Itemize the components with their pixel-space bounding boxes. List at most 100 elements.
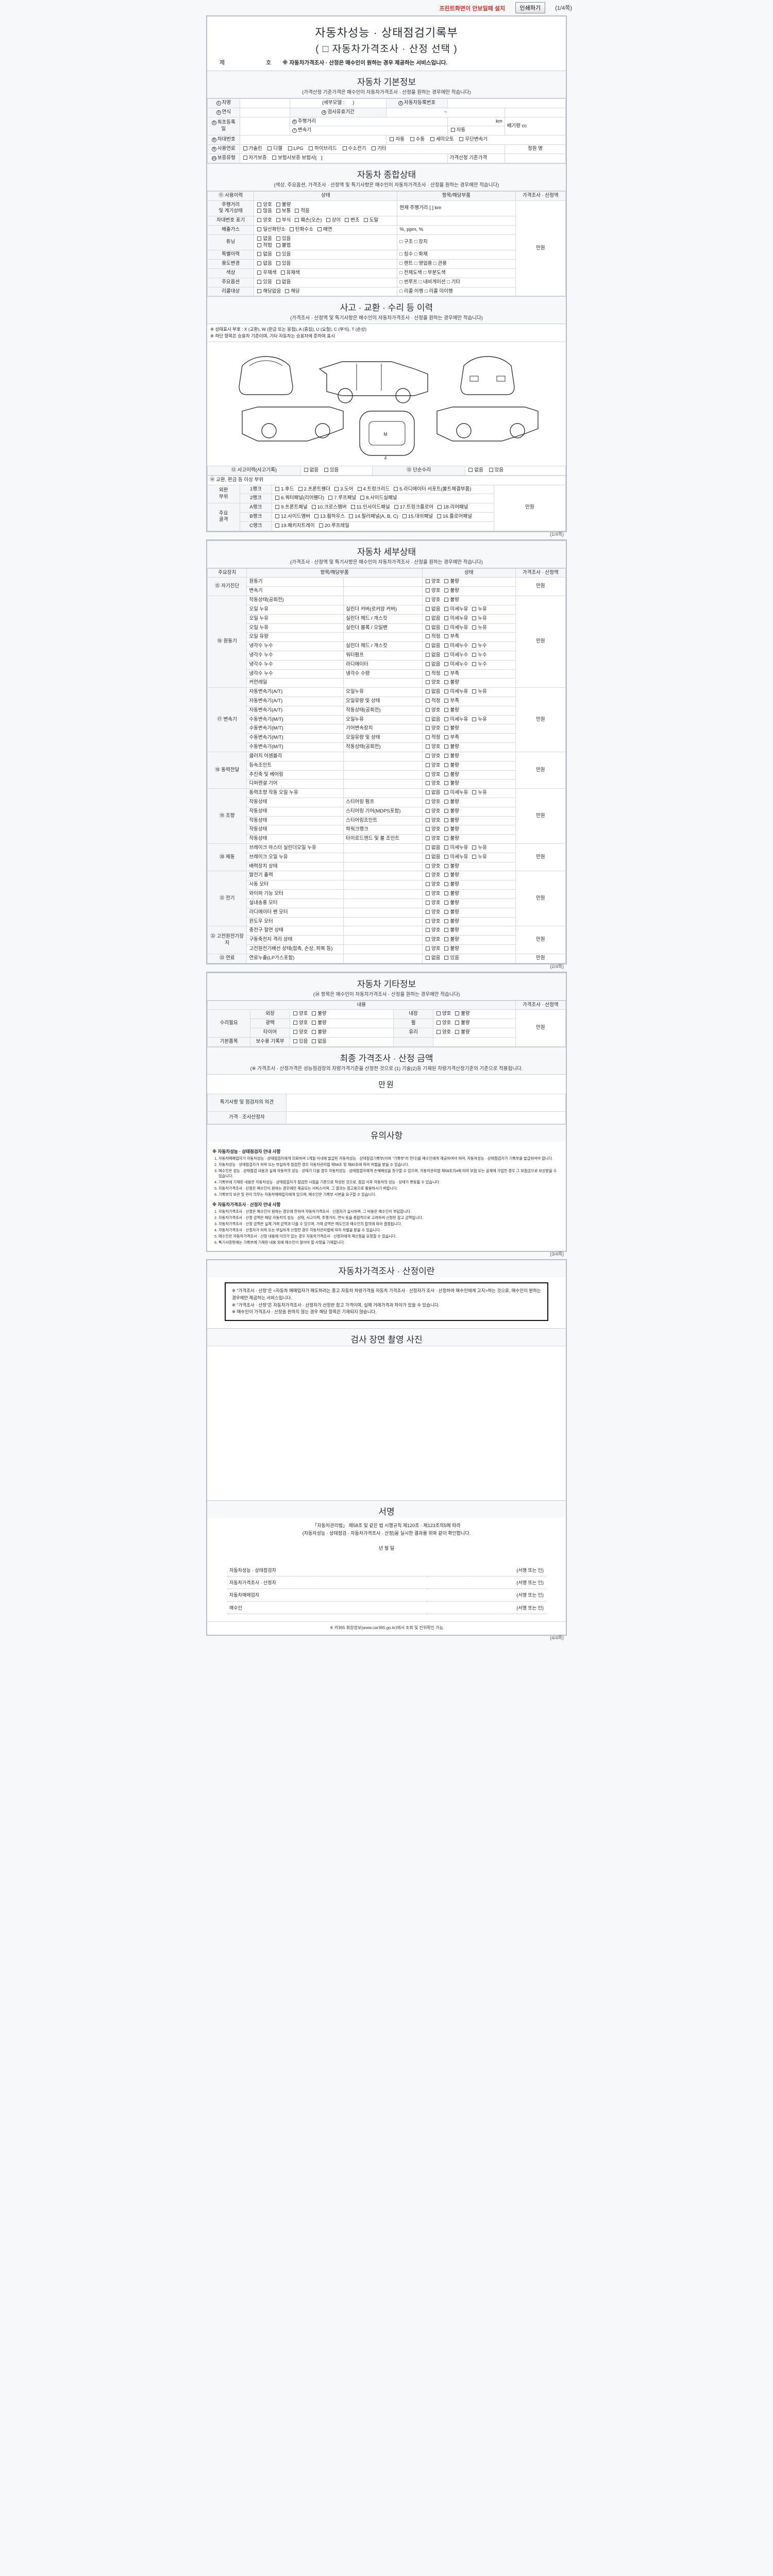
detail-item-state[interactable]: 없음 미세누유 누유 bbox=[422, 687, 516, 697]
checkbox-detail[interactable]: 누유 bbox=[471, 606, 487, 613]
checkbox-detail[interactable]: 불량 bbox=[443, 891, 459, 897]
checkbox-detail[interactable]: 불량 bbox=[443, 882, 459, 888]
checkbox-etc[interactable]: 양호 bbox=[292, 1020, 308, 1027]
etc-item-state[interactable]: 양호 불량 bbox=[289, 1028, 394, 1038]
signature-row-value[interactable]: (서명 또는 인) bbox=[425, 1578, 546, 1589]
checkbox-detail[interactable]: 양호 bbox=[425, 588, 440, 595]
checkbox-detail[interactable]: 불량 bbox=[443, 762, 459, 769]
checkbox-detail[interactable]: 미세누유 bbox=[443, 606, 468, 613]
signature-row-value[interactable]: (서명 또는 인) bbox=[425, 1590, 546, 1602]
detail-item-state[interactable]: 양호 불량 bbox=[422, 935, 516, 945]
detail-item-state[interactable]: 양호 불량 bbox=[422, 724, 516, 734]
checkbox-detail[interactable]: 양호 bbox=[425, 753, 440, 760]
checkbox-frame-rankC[interactable]: 20.루프레일 bbox=[318, 523, 349, 530]
checkbox-detail[interactable]: 양호 bbox=[425, 863, 440, 870]
checkbox-overall-2[interactable]: 탄화수소 bbox=[289, 227, 313, 233]
checkbox-overall2-0[interactable]: 적음 bbox=[294, 208, 310, 215]
checkbox-detail[interactable]: 미세누유 bbox=[443, 790, 468, 796]
detail-item-state[interactable]: 양호 불량 bbox=[422, 806, 516, 817]
detail-item-state[interactable]: 양호 불량 bbox=[422, 871, 516, 881]
checkbox-etc[interactable]: 불량 bbox=[311, 1020, 327, 1027]
detail-item-state[interactable]: 없음 있음 bbox=[422, 953, 516, 963]
checkbox-overall-0[interactable]: 양호 bbox=[256, 202, 272, 209]
checkbox-detail[interactable]: 적정 bbox=[425, 735, 440, 741]
transmission-opts[interactable]: 자동 bbox=[447, 126, 505, 136]
checkbox-detail[interactable]: 양호 bbox=[425, 826, 440, 833]
checkbox-detail[interactable]: 누유 bbox=[471, 717, 487, 723]
checkbox-detail[interactable]: 미세누수 bbox=[443, 643, 468, 650]
etc-item-state[interactable]: 양호 불량 bbox=[289, 1009, 394, 1020]
overall-row-state[interactable]: 없음 있음 적법 불법 bbox=[254, 234, 398, 251]
checkbox-detail[interactable]: 불량 bbox=[443, 772, 459, 778]
detail-item-state[interactable]: 양호 불량 bbox=[422, 586, 516, 597]
checkbox-detail[interactable]: 양호 bbox=[425, 946, 440, 953]
detail-item-state[interactable]: 양호 불량 bbox=[422, 917, 516, 927]
detail-item-state[interactable]: 적정 부족 bbox=[422, 733, 516, 743]
checkbox-detail[interactable]: 부족 bbox=[443, 634, 459, 640]
checkbox-detail[interactable]: 미세누유 bbox=[443, 845, 468, 852]
checkbox-detail[interactable]: 불량 bbox=[443, 946, 459, 953]
checkbox-frame-rankA[interactable]: 10.크로스멤버 bbox=[311, 504, 347, 511]
print-button[interactable]: 인쇄하기 bbox=[515, 2, 545, 13]
checkbox-detail[interactable]: 불량 bbox=[443, 937, 459, 943]
detail-item-state[interactable]: 없음 미세누수 누수 bbox=[422, 659, 516, 670]
checkbox-detail[interactable]: 양호 bbox=[425, 680, 440, 686]
checkbox-detail[interactable]: 누수 bbox=[471, 662, 487, 668]
checkbox-frame-rankB[interactable]: 15.대쉬패널 bbox=[401, 514, 433, 520]
checkbox-detail[interactable]: 양호 bbox=[425, 937, 440, 943]
checkbox-etc2[interactable]: 양호 bbox=[435, 1029, 451, 1036]
checkbox-etc2[interactable]: 불량 bbox=[454, 1011, 470, 1018]
checkbox-overall-4[interactable]: 있음 bbox=[275, 251, 291, 258]
checkbox-overall-0[interactable]: 불량 bbox=[275, 202, 291, 209]
accident-history-opts[interactable]: 없음 있음 bbox=[300, 465, 373, 476]
checkbox-detail[interactable]: 없음 bbox=[425, 689, 440, 696]
checkbox-fuel-diesel[interactable]: 디젤 bbox=[266, 146, 282, 152]
checkbox-overall-1[interactable]: 변조 bbox=[344, 217, 360, 224]
detail-price-cell[interactable]: 만원 bbox=[515, 751, 566, 789]
checkbox-detail[interactable]: 불량 bbox=[443, 781, 459, 787]
checkbox-detail[interactable]: 적정 bbox=[425, 698, 440, 705]
detail-item-state[interactable]: 양호 불량 bbox=[422, 880, 516, 890]
checkbox-detail[interactable]: 미세누유 bbox=[443, 616, 468, 622]
detail-item-state[interactable]: 양호 불량 bbox=[422, 907, 516, 918]
checkbox-overall-6[interactable]: 유채색 bbox=[280, 270, 300, 277]
checkbox-detail[interactable]: 양호 bbox=[425, 818, 440, 824]
detail-item-state[interactable]: 양호 불량 bbox=[422, 825, 516, 835]
checkbox-frame-rankB[interactable]: 12.사이드멤버 bbox=[274, 514, 310, 520]
checkbox-detail[interactable]: 미세누유 bbox=[443, 717, 468, 723]
checkbox-transmission-auto[interactable]: 자동 bbox=[389, 137, 405, 143]
outer-rank2-options[interactable]: 6.쿼터패널(리어휀다) 7.루프패널 8.사이드실패널 bbox=[272, 494, 494, 504]
checkbox-outer-rank1[interactable]: 1.후드 bbox=[274, 486, 294, 493]
checkbox-overall-1[interactable]: 상이 bbox=[325, 217, 341, 224]
checkbox-detail[interactable]: 불량 bbox=[443, 909, 459, 916]
checkbox-detail[interactable]: 불량 bbox=[443, 579, 459, 585]
car-name-value[interactable] bbox=[239, 98, 290, 108]
checkbox-fuel-hybrid[interactable]: 하이브리드 bbox=[308, 146, 337, 152]
photo-area[interactable] bbox=[207, 1345, 566, 1500]
etc-price-cell[interactable]: 만원 bbox=[515, 1009, 566, 1047]
checkbox-fuel-lpg[interactable]: LPG bbox=[287, 146, 304, 152]
detail-item-state[interactable]: 양호 불량 bbox=[422, 742, 516, 752]
detail-item-state[interactable]: 없음 미세누유 누유 bbox=[422, 623, 516, 633]
detail-item-state[interactable]: 양호 불량 bbox=[422, 944, 516, 954]
checkbox-fuel-hydrogen[interactable]: 수소전기 bbox=[342, 146, 366, 152]
checkbox-outer-rank1[interactable]: 5.라디에이터 서포트(볼트체결부품) bbox=[393, 486, 471, 493]
checkbox-detail[interactable]: 불량 bbox=[443, 836, 459, 842]
overall-row-state[interactable]: 양호 불량 많음 보통 적음 bbox=[254, 200, 398, 217]
checkbox-frame-rankB[interactable]: 16.플로어패널 bbox=[436, 514, 472, 520]
detail-item-state[interactable]: 양호 불량 bbox=[422, 834, 516, 844]
checkbox-detail[interactable]: 양호 bbox=[425, 882, 440, 888]
checkbox-overall-1[interactable]: 양호 bbox=[256, 217, 272, 224]
checkbox-detail[interactable]: 미세누수 bbox=[443, 652, 468, 659]
checkbox-detail[interactable]: 양호 bbox=[425, 799, 440, 806]
checkbox-detail[interactable]: 양호 bbox=[425, 909, 440, 916]
checkbox-overall2-0[interactable]: 보통 bbox=[275, 208, 291, 215]
checkbox-detail[interactable]: 양호 bbox=[425, 772, 440, 778]
checkbox-frame-rankA[interactable]: 11.인사이드패널 bbox=[350, 504, 390, 511]
checkbox-overall2-0[interactable]: 많음 bbox=[256, 208, 272, 215]
checkbox-overall-8[interactable]: 해당 bbox=[284, 289, 300, 295]
checkbox-detail[interactable]: 없음 bbox=[425, 625, 440, 632]
checkbox-accident-none[interactable]: 없음 bbox=[303, 467, 318, 474]
insp-period-extra[interactable] bbox=[504, 107, 566, 117]
signature-row-value[interactable]: (서명 또는 인) bbox=[425, 1565, 546, 1577]
